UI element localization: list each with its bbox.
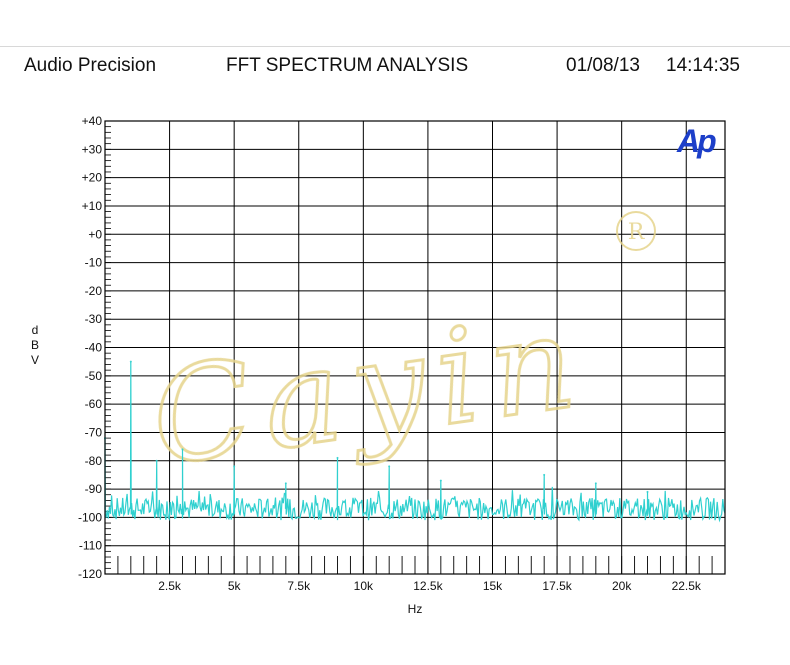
- y-tick-label: -40: [85, 341, 103, 355]
- x-tick-label: 22.5k: [672, 579, 702, 593]
- brand-label: Audio Precision: [24, 55, 157, 76]
- spectrum-peak: [129, 360, 132, 363]
- header-divider: [0, 46, 790, 47]
- x-tick-label: 2.5k: [158, 579, 182, 593]
- y-tick-label: +20: [82, 171, 103, 185]
- y-tick-label: +40: [82, 114, 103, 128]
- date-label: 01/08/13: [566, 55, 640, 76]
- chart-title: FFT SPECTRUM ANALYSIS: [226, 55, 469, 76]
- x-tick-label: 15k: [483, 579, 503, 593]
- minor-ticks: [104, 120, 726, 575]
- y-tick-label: -50: [85, 369, 103, 383]
- y-tick-label: +30: [82, 142, 103, 156]
- y-tick-label: -10: [85, 256, 103, 270]
- y-tick-label: -30: [85, 312, 103, 326]
- x-tick-label: 12.5k: [413, 579, 443, 593]
- cayin-watermark: Cayin R: [141, 211, 656, 497]
- plot-frame: [104, 120, 726, 575]
- ap-logo: Ap: [676, 123, 719, 159]
- y-tick-label: -110: [79, 539, 102, 553]
- y-tick-label: -120: [78, 567, 102, 581]
- spectrum-peak: [646, 490, 649, 493]
- svg-text:R: R: [628, 220, 646, 245]
- y-tick-label: -90: [85, 482, 103, 496]
- x-tick-labels: 2.5k 5k 7.5k 10k 12.5k 15k 17.5k 20k 22.5k: [158, 579, 702, 593]
- y-tick-label: -60: [85, 397, 103, 411]
- time-label: 14:14:35: [666, 55, 740, 76]
- svg-text:Ap: Ap: [676, 123, 716, 159]
- spectrum-peak: [336, 456, 339, 459]
- y-tick-labels: +40 +30 +20 +10 +0 -10 -20 -30 -40 -50 -60 -70 -80 -9…: [78, 114, 102, 581]
- x-axis-label: Hz: [408, 602, 423, 616]
- x-tick-label: 20k: [612, 579, 632, 593]
- spectrum-peak: [388, 465, 391, 468]
- y-tick-label: +10: [82, 199, 103, 213]
- spectrum-peak: [594, 482, 597, 485]
- y-tick-label: -70: [85, 425, 103, 439]
- peak-markers: [104, 360, 649, 493]
- spectrum-peak: [543, 473, 546, 476]
- y-tick-label: -20: [85, 284, 103, 298]
- y-tick-label: +0: [88, 227, 102, 241]
- x-tick-label: 7.5k: [287, 579, 311, 593]
- y-tick-label: -80: [85, 454, 103, 468]
- spectrum-peak: [155, 459, 158, 462]
- spectrum-peak: [284, 482, 287, 485]
- spectrum-trace: [104, 361, 726, 523]
- svg-text:Cayin: Cayin: [143, 284, 596, 495]
- svg-text:dBV: dBV: [31, 323, 39, 367]
- x-tick-label: 5k: [228, 579, 242, 593]
- y-tick-label: -100: [78, 510, 102, 524]
- x-tick-label: 10k: [354, 579, 374, 593]
- spectrum-peak: [233, 465, 236, 468]
- spectrum-peak: [439, 479, 442, 482]
- spectrum-peak: [181, 448, 184, 451]
- x-tick-label: 17.5k: [542, 579, 572, 593]
